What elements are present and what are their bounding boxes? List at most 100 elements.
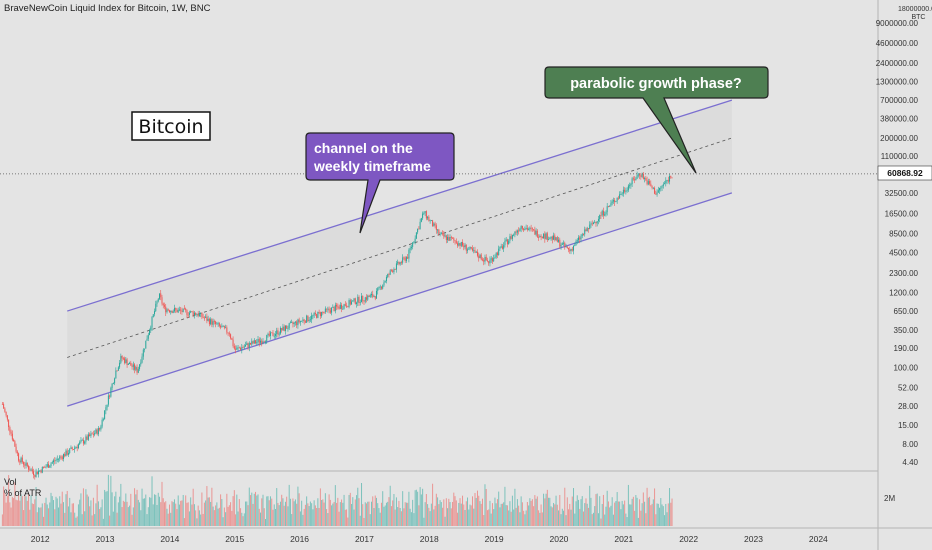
candle	[469, 246, 471, 251]
volume-bar	[485, 488, 487, 526]
candle-body	[549, 238, 551, 240]
candle-body	[402, 257, 404, 263]
volume-bar	[10, 507, 12, 526]
candle-body	[235, 348, 237, 350]
x-tick-label: 2012	[31, 534, 50, 544]
candle	[453, 237, 455, 243]
volume-bar	[253, 493, 255, 526]
candle	[206, 313, 208, 324]
candle	[366, 294, 368, 303]
candle-body	[526, 227, 528, 230]
channel-lower-line[interactable]	[67, 192, 733, 407]
candle-body	[166, 309, 168, 313]
candle-body	[652, 187, 654, 189]
candle	[321, 311, 323, 318]
candle	[370, 291, 372, 298]
volume-bar	[560, 514, 562, 526]
volume-bar	[155, 494, 157, 526]
candle	[304, 320, 306, 324]
candle-body	[417, 228, 419, 233]
volume-bar	[433, 509, 435, 526]
volume-bar	[594, 506, 596, 526]
candle	[491, 257, 493, 264]
volume-bar	[196, 518, 198, 526]
candle	[267, 332, 269, 338]
candle-body	[544, 233, 546, 239]
volume-bar	[192, 488, 194, 526]
candle-body	[176, 309, 178, 313]
candle-body	[84, 441, 86, 444]
candle	[306, 314, 308, 323]
candle	[655, 190, 657, 195]
candle	[150, 325, 152, 333]
candle-body	[579, 237, 581, 240]
candle	[514, 231, 516, 238]
candle-body	[115, 370, 117, 379]
candle	[175, 307, 177, 314]
candle-body	[146, 338, 148, 341]
volume-bar	[220, 494, 222, 526]
candle	[636, 171, 638, 180]
candle-body	[162, 303, 164, 306]
volume-bar	[528, 505, 530, 526]
chart-header-title: BraveNewCoin Liquid Index for Bitcoin, 1…	[4, 3, 211, 14]
candle	[556, 235, 558, 243]
volume-bar	[74, 512, 76, 526]
channel-upper-line[interactable]	[67, 99, 733, 312]
candle-body	[126, 359, 128, 366]
candle-body	[278, 333, 280, 335]
volume-bar	[53, 500, 55, 526]
candle-body	[601, 210, 603, 216]
candle	[104, 410, 106, 420]
volume-bar	[596, 493, 598, 526]
volume-bar	[545, 493, 547, 526]
volume-bar	[21, 496, 23, 526]
candle	[281, 327, 283, 333]
candle	[659, 187, 661, 194]
candle-body	[317, 311, 319, 318]
volume-bar	[631, 498, 633, 526]
candle	[89, 432, 91, 437]
candle	[202, 313, 204, 319]
candle-body	[347, 306, 349, 308]
axis-scale-top-value: 18000000.00	[898, 6, 932, 13]
candle-body	[620, 194, 622, 196]
volume-bar	[402, 491, 404, 526]
volume-bar	[472, 496, 474, 526]
candle	[301, 320, 303, 322]
volume-bar	[157, 492, 159, 526]
volume-bar	[435, 493, 437, 526]
volume-bar	[282, 498, 284, 526]
channel-middle-line[interactable]	[67, 137, 733, 358]
y-tick-label: 100.00	[894, 364, 919, 373]
candle-body	[238, 347, 240, 349]
candle-body	[399, 262, 401, 265]
candle	[157, 297, 159, 303]
candle	[212, 318, 214, 328]
candle-body	[252, 341, 254, 344]
volume-bar	[36, 512, 38, 526]
volume-bar	[205, 500, 207, 526]
volume-bar	[455, 500, 457, 526]
candle	[1, 402, 3, 405]
candle-body	[455, 241, 457, 244]
volume-bar	[397, 507, 399, 526]
volume-bar	[60, 503, 62, 526]
volume-bar	[363, 517, 365, 526]
candle	[434, 221, 436, 229]
candle-body	[225, 327, 227, 329]
candle-body	[109, 395, 111, 397]
candle	[415, 232, 417, 240]
volume-bar	[642, 492, 644, 526]
candle-body	[150, 327, 152, 331]
volume-bar	[139, 502, 141, 526]
candle	[523, 227, 525, 233]
candle-body	[59, 456, 61, 459]
candle-body	[498, 248, 500, 256]
candle-body	[13, 439, 15, 442]
candle-body	[559, 239, 561, 247]
volume-bar	[84, 511, 86, 526]
volume-bar	[333, 501, 335, 526]
candle	[574, 242, 576, 247]
